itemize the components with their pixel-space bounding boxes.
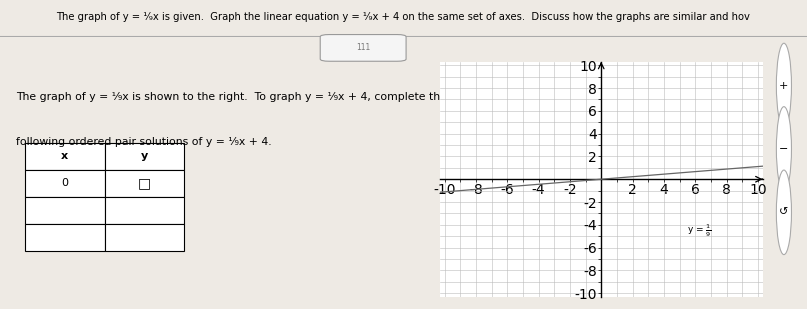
Text: ↺: ↺ [780,207,788,217]
Bar [105,170,184,197]
Bar [25,224,105,251]
Text: following ordered pair solutions of y = ¹⁄₉x + 4.: following ordered pair solutions of y = … [16,137,272,147]
Text: y: y [141,151,148,161]
Text: □: □ [138,176,151,190]
Text: −: − [780,144,788,154]
Bar [105,143,184,170]
FancyBboxPatch shape [320,35,406,61]
Text: y = $\frac{1}{9}$: y = $\frac{1}{9}$ [688,222,712,239]
Bar [105,224,184,251]
Text: x: x [61,151,69,161]
Text: The graph of y = ¹⁄₉x is given.  Graph the linear equation y = ¹⁄₉x + 4 on the s: The graph of y = ¹⁄₉x is given. Graph th… [56,12,751,22]
Circle shape [776,170,792,255]
Bar [25,197,105,224]
Text: +: + [780,81,788,91]
Bar [25,143,105,170]
Circle shape [776,107,792,191]
Bar [25,170,105,197]
Text: The graph of y = ¹⁄₉x is shown to the right.  To graph y = ¹⁄₉x + 4, complete th: The graph of y = ¹⁄₉x is shown to the ri… [16,92,447,102]
Text: 0: 0 [61,178,69,188]
Circle shape [776,43,792,128]
Bar [105,197,184,224]
Text: 111: 111 [356,43,370,52]
